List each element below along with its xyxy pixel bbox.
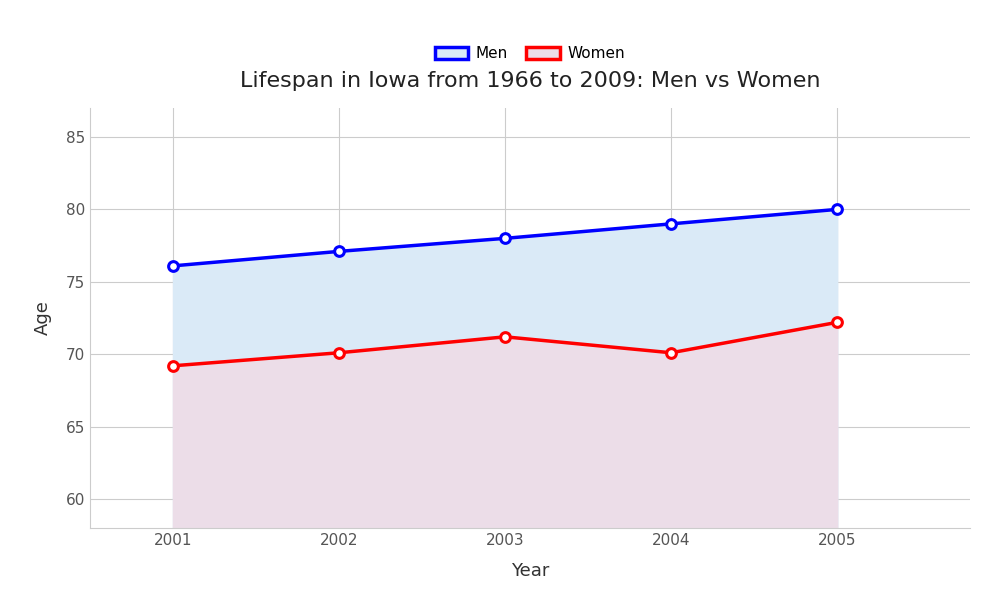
Y-axis label: Age: Age (34, 301, 52, 335)
X-axis label: Year: Year (511, 562, 549, 580)
Title: Lifespan in Iowa from 1966 to 2009: Men vs Women: Lifespan in Iowa from 1966 to 2009: Men … (240, 71, 820, 91)
Legend: Men, Women: Men, Women (429, 40, 631, 67)
